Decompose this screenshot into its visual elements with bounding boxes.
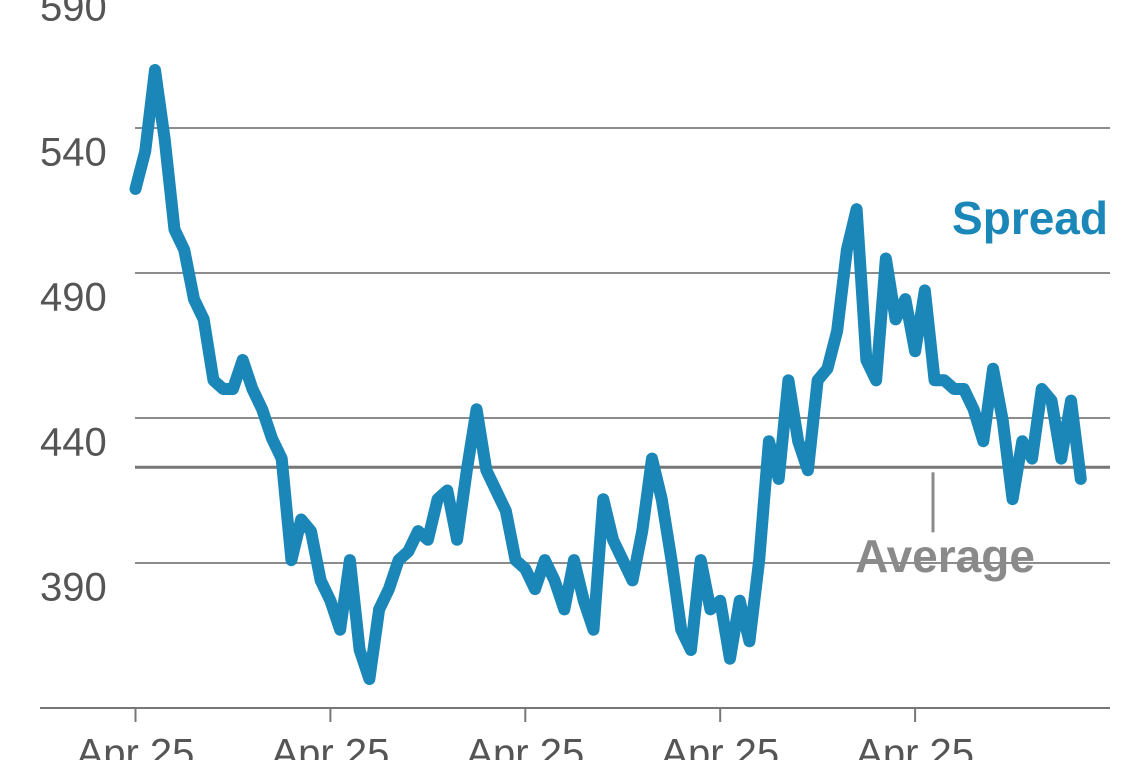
x-tick-label: Apr 25 (77, 732, 195, 760)
x-tick-label: Apr 25 (466, 732, 584, 760)
y-tick-label: 440 (40, 421, 107, 465)
y-tick-label: 490 (40, 276, 107, 320)
x-tick-label: Apr 25 (271, 732, 389, 760)
y-tick-label: 390 (40, 566, 107, 610)
average-label: Average (855, 530, 1035, 582)
x-tick-label: Apr 25 (856, 732, 974, 760)
y-tick-label: 540 (40, 131, 107, 175)
y-tick-label: 590 (40, 0, 107, 30)
spread-line (129, 64, 1087, 685)
series-label: Spread (952, 192, 1108, 244)
x-tick-label: Apr 25 (661, 732, 779, 760)
